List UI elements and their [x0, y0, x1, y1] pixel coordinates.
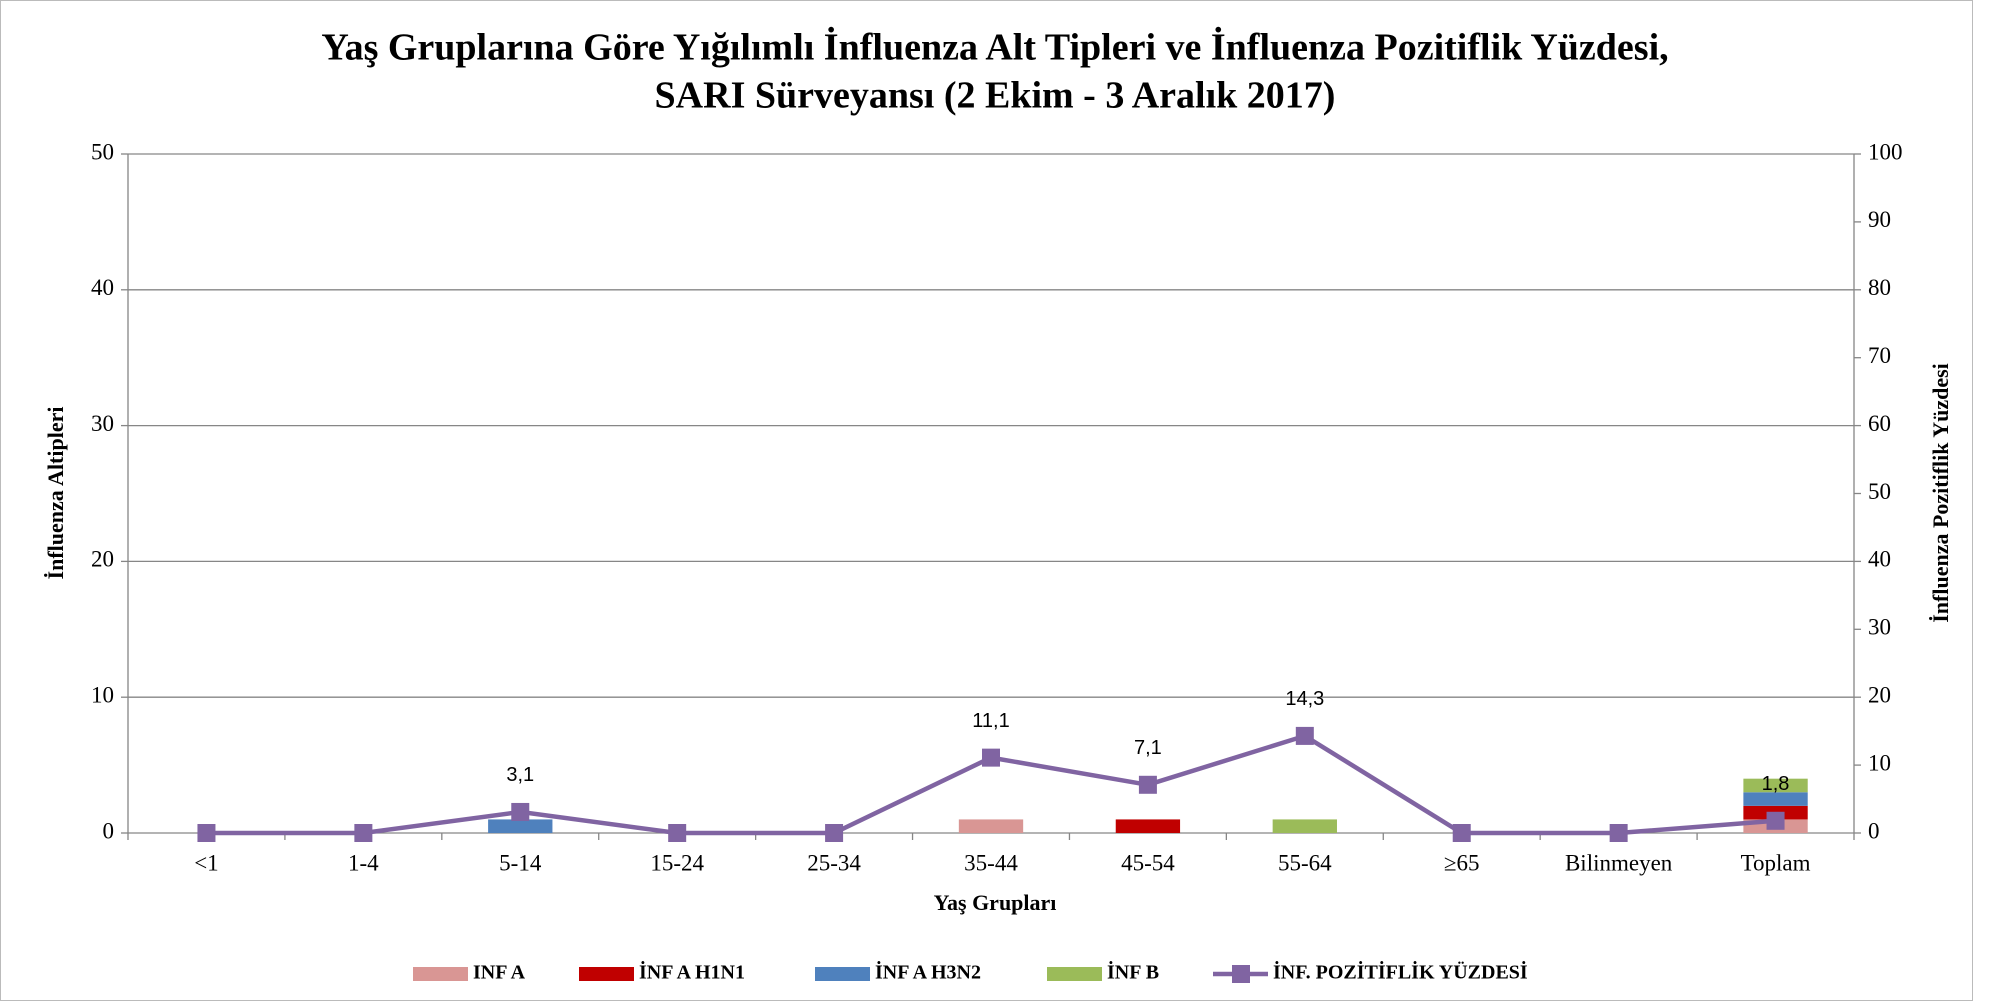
legend-label: INF A	[473, 962, 526, 984]
line-marker	[1766, 811, 1785, 830]
line-marker	[825, 824, 844, 842]
legend-label: İNF A H1N1	[639, 960, 745, 984]
x-tick-label: ≥65	[1444, 850, 1480, 875]
x-tick-label: 45-54	[1121, 850, 1175, 875]
y-tick-label: 40	[91, 275, 114, 300]
legend-swatch	[579, 967, 634, 981]
y2-axis-title: İnfluenza Pozitiflik Yüzdesi	[1928, 363, 1953, 623]
legend-swatch	[1047, 967, 1102, 981]
line-marker	[1138, 775, 1157, 794]
bar	[1272, 819, 1337, 833]
line-marker	[1295, 726, 1314, 745]
y2-tick-label: 50	[1868, 479, 1891, 504]
legend-label: İNF A H3N2	[875, 960, 981, 984]
y2-tick-label: 100	[1868, 139, 1903, 164]
legend-label: İNF. POZİTİFLİK YÜZDESİ	[1273, 960, 1528, 984]
legend-swatch	[815, 967, 870, 981]
bar	[958, 819, 1024, 833]
x-tick-label: 15-24	[650, 850, 704, 875]
x-tick-label: <1	[194, 850, 218, 875]
x-tick-label: 35-44	[964, 850, 1018, 875]
y2-tick-label: 10	[1868, 750, 1891, 775]
data-label: 1,8	[1762, 773, 1790, 795]
line-marker	[197, 824, 216, 842]
y2-tick-label: 30	[1868, 615, 1891, 640]
y2-tick-label: 0	[1868, 818, 1880, 843]
y-tick-label: 30	[91, 411, 114, 436]
x-tick-label: 5-14	[499, 850, 542, 875]
y-tick-label: 50	[91, 139, 114, 164]
line-marker	[982, 748, 1000, 767]
data-label: 7,1	[1134, 737, 1162, 759]
y2-tick-label: 80	[1868, 275, 1891, 300]
x-tick-label: Toplam	[1741, 850, 1811, 875]
line-marker	[1452, 824, 1471, 842]
line-marker	[668, 824, 687, 842]
line-marker	[511, 802, 530, 821]
x-tick-label: Bilinmeyen	[1565, 850, 1673, 875]
bar	[1743, 792, 1808, 806]
bar	[1115, 819, 1181, 833]
data-label: 11,1	[972, 710, 1009, 732]
chart-title: Yaş Gruplarına Göre Yığılımlı İnfluenza …	[321, 27, 1668, 69]
x-tick-label: 55-64	[1278, 850, 1332, 875]
y-tick-label: 20	[91, 547, 114, 572]
x-tick-label: 25-34	[807, 850, 861, 875]
y-tick-label: 0	[103, 818, 115, 843]
y2-tick-label: 70	[1868, 343, 1891, 368]
x-tick-label: 1-4	[348, 850, 379, 875]
bar	[1743, 778, 1808, 793]
y2-tick-label: 40	[1868, 547, 1891, 572]
data-label: 3,1	[506, 764, 534, 786]
y2-tick-label: 90	[1868, 207, 1891, 232]
bar	[488, 819, 553, 833]
data-label: 14,3	[1285, 688, 1324, 710]
y2-tick-label: 60	[1868, 411, 1891, 436]
y-tick-label: 10	[91, 682, 114, 707]
legend-label: İNF B	[1107, 960, 1159, 984]
legend-swatch	[1232, 965, 1250, 983]
x-axis-title: Yaş Grupları	[934, 890, 1057, 915]
legend-swatch	[413, 967, 468, 981]
chart-title: SARI Sürveyansı (2 Ekim - 3 Aralık 2017)	[655, 75, 1336, 117]
y2-tick-label: 20	[1868, 682, 1891, 707]
y-axis-title: İnfluenza Altipleri	[43, 407, 68, 580]
line-marker	[1609, 824, 1628, 842]
line-marker	[354, 824, 373, 842]
